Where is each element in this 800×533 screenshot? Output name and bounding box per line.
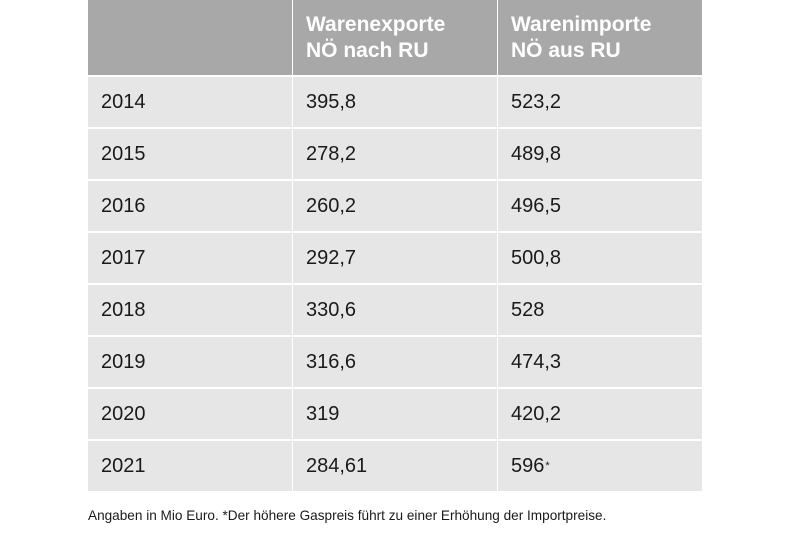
table-cell: 319 xyxy=(293,389,497,439)
table-row: 2014 395,8 523,2 xyxy=(88,77,702,127)
cell-text: 2016 xyxy=(101,194,146,217)
table-cell: 2021 xyxy=(88,441,292,491)
header-cell: Warenexporte NÖ nach RU xyxy=(293,0,497,75)
table-row: 2017 292,7 500,8 xyxy=(88,233,702,283)
cell-text: 278,2 xyxy=(306,142,357,165)
table-cell: 2014 xyxy=(88,77,292,127)
table-cell: 2019 xyxy=(88,337,292,387)
header-line: NÖ aus RU xyxy=(511,38,621,62)
table-cell: 278,2 xyxy=(293,129,497,179)
cell-text: 2014 xyxy=(101,90,146,113)
cell-text: 474,3 xyxy=(511,350,562,373)
header-line: Warenimporte xyxy=(511,12,652,36)
table-cell: 316,6 xyxy=(293,337,497,387)
header-line: Warenexporte xyxy=(306,12,446,36)
table-row: 2019 316,6 474,3 xyxy=(88,337,702,387)
table-cell: 596 * xyxy=(498,441,702,491)
cell-text: 395,8 xyxy=(306,90,357,113)
cell-text: 2020 xyxy=(101,402,146,425)
header-row: Warenexporte NÖ nach RU Warenimporte NÖ aus… xyxy=(88,0,702,75)
table-row: 2016 260,2 496,5 xyxy=(88,181,702,231)
table-cell: 489,8 xyxy=(498,129,702,179)
cell-text: 2018 xyxy=(101,298,146,321)
cell-text: 500,8 xyxy=(511,246,562,269)
cell-text: 260,2 xyxy=(306,194,357,217)
cell-text: 319 xyxy=(306,402,340,425)
cell-text: 2021 xyxy=(101,454,146,477)
table-cell: 2015 xyxy=(88,129,292,179)
cell-text: 489,8 xyxy=(511,142,562,165)
cell-text: 523,2 xyxy=(511,90,562,113)
table-cell: 500,8 xyxy=(498,233,702,283)
table-row: 2020 319 420,2 xyxy=(88,389,702,439)
cell-text: 528 xyxy=(511,298,545,321)
cell-text: 2017 xyxy=(101,246,146,269)
cell-text: 420,2 xyxy=(511,402,562,425)
table-cell: 292,7 xyxy=(293,233,497,283)
header-cell xyxy=(88,0,292,75)
cell-text: 2019 xyxy=(101,350,146,373)
header-cell: Warenimporte NÖ aus RU xyxy=(498,0,702,75)
cell-text: 596 xyxy=(511,454,545,477)
table-cell: 2017 xyxy=(88,233,292,283)
table-row: 2015 278,2 489,8 xyxy=(88,129,702,179)
table-cell: 474,3 xyxy=(498,337,702,387)
cell-text: 284,61 xyxy=(306,454,368,477)
footnote-marker: * xyxy=(545,460,550,472)
table-cell: 2016 xyxy=(88,181,292,231)
table-cell: 496,5 xyxy=(498,181,702,231)
table-cell: 260,2 xyxy=(293,181,497,231)
table-row: 2018 330,6 528 xyxy=(88,285,702,335)
table: Warenexporte NÖ nach RU Warenimporte NÖ aus… xyxy=(88,0,702,491)
table-cell: 523,2 xyxy=(498,77,702,127)
cell-text: 2015 xyxy=(101,142,146,165)
cell-text: 316,6 xyxy=(306,350,357,373)
cell-text: 330,6 xyxy=(306,298,357,321)
table-cell: 2020 xyxy=(88,389,292,439)
footnote: Angaben in Mio Euro. *Der höhere Gasprei… xyxy=(88,508,607,523)
table-cell: 395,8 xyxy=(293,77,497,127)
table-cell: 284,61 xyxy=(293,441,497,491)
cell-text: 292,7 xyxy=(306,246,357,269)
header-line: NÖ nach RU xyxy=(306,38,429,62)
cell-text: 496,5 xyxy=(511,194,562,217)
table-row: 2021 284,61 596 * xyxy=(88,441,702,491)
table-cell: 330,6 xyxy=(293,285,497,335)
table-cell: 420,2 xyxy=(498,389,702,439)
table-cell: 2018 xyxy=(88,285,292,335)
table-cell: 528 xyxy=(498,285,702,335)
